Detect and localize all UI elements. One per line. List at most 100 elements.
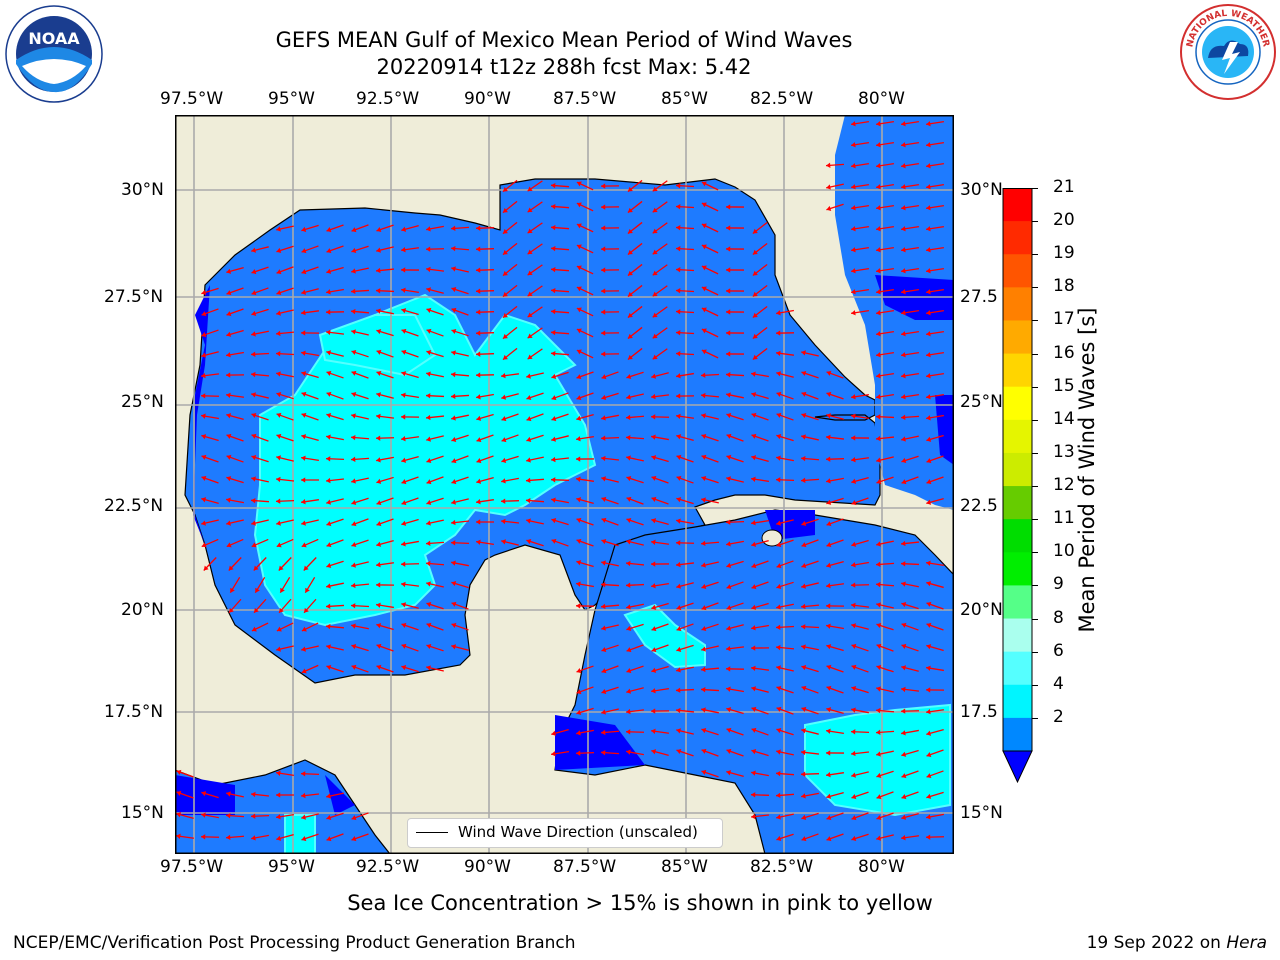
wind-wave-arrowhead (526, 538, 532, 545)
wind-wave-arrowhead (426, 601, 432, 608)
wind-wave-arrowhead (751, 770, 756, 776)
wind-wave-arrowhead (326, 227, 332, 233)
wind-wave-arrowhead (601, 517, 607, 523)
wind-wave-arrowhead (201, 393, 206, 399)
wind-wave-arrowhead (501, 394, 507, 400)
wind-wave-arrowhead (776, 727, 782, 734)
wind-wave-arrowhead (301, 371, 307, 377)
wind-wave-arrowhead (276, 792, 281, 798)
wind-wave-arrowhead (576, 181, 582, 187)
wind-wave-arrowhead (576, 560, 582, 566)
wind-wave-arrowhead (851, 394, 856, 400)
wind-wave-arrowhead (701, 646, 706, 652)
wind-wave-arrowhead (676, 540, 681, 546)
wind-wave-arrowhead (401, 371, 407, 377)
wind-wave-arrowhead (426, 287, 432, 293)
wind-wave-arrowhead (652, 207, 658, 213)
wind-wave-arrowhead (376, 392, 382, 398)
lat-label-left: 22.5°N (104, 496, 164, 516)
wind-wave-arrowhead (901, 268, 906, 274)
wind-wave-arrowhead (526, 394, 532, 401)
colorbar-tick-label: 13 (1053, 441, 1075, 462)
wind-wave-arrowhead (801, 434, 806, 440)
wind-wave-arrowhead (326, 413, 332, 419)
wind-wave-arrowhead (351, 329, 356, 335)
lat-label-right: 20°N (960, 600, 1003, 620)
wind-wave-arrowhead (851, 582, 856, 588)
footer-date-text: 19 Sep 2022 on (1086, 933, 1227, 953)
colorbar-tick-mark (1032, 353, 1038, 355)
wind-wave-arrowhead (776, 391, 782, 397)
wind-wave-arrowhead (526, 457, 531, 463)
wind-wave-arrowhead (726, 541, 731, 547)
wind-wave-arrowhead (926, 458, 932, 464)
colorbar-segment (1003, 618, 1032, 653)
wind-wave-arrowhead (751, 665, 756, 672)
wind-wave-arrowhead (676, 626, 682, 632)
wind-wave-arrowhead (401, 541, 406, 547)
wind-wave-arrowhead (901, 247, 906, 253)
wind-wave-arrowhead (776, 706, 782, 712)
colorbar-tick-label: 16 (1053, 342, 1075, 363)
wind-wave-arrowhead (253, 565, 259, 571)
wind-wave-arrowhead (476, 394, 481, 400)
wind-wave-arrowhead (701, 349, 707, 355)
wind-wave-arrowhead (301, 455, 306, 461)
colorbar-tick-mark (1032, 287, 1038, 289)
wind-wave-arrowhead (851, 729, 856, 735)
colorbar-segment (1003, 287, 1032, 321)
wind-wave-arrowhead (451, 286, 457, 293)
wind-wave-arrowhead (926, 581, 932, 587)
wind-wave-arrowhead (701, 748, 707, 754)
mid-period-patch (253, 293, 597, 627)
wind-wave-arrowhead (901, 708, 906, 714)
wind-wave-arrowhead (626, 582, 631, 588)
wind-wave-arrowhead (676, 454, 682, 460)
wind-wave-arrowhead (901, 121, 906, 127)
pacific-water (175, 759, 391, 854)
lat-label-left: 17.5°N (104, 702, 164, 722)
wind-wave-arrowhead (701, 583, 707, 590)
wind-wave-arrowhead (651, 539, 656, 545)
wind-wave-arrowhead (701, 265, 707, 271)
wind-wave-arrowhead (801, 391, 807, 397)
wind-wave-arrowhead (351, 478, 356, 484)
wind-wave-arrowhead (851, 121, 856, 127)
wind-wave-arrowhead (326, 370, 332, 376)
wind-wave-arrowhead (826, 391, 832, 397)
wind-wave-arrowhead (376, 413, 381, 420)
wind-wave-arrowhead (726, 605, 732, 611)
wind-wave-arrowhead (276, 770, 281, 776)
colorbar-tick-mark (1032, 188, 1038, 189)
wind-wave-arrowhead (351, 836, 357, 842)
wind-wave-arrowhead (426, 414, 431, 421)
wind-wave-arrowhead (627, 312, 633, 318)
wind-wave-arrowhead (301, 391, 307, 397)
wind-wave-arrowhead (751, 455, 757, 461)
wind-wave-arrowhead (851, 772, 856, 778)
wind-wave-arrowhead (901, 457, 907, 463)
wind-wave-arrowhead (826, 370, 832, 376)
wind-wave-arrowhead (751, 412, 757, 418)
wind-wave-arrowhead (626, 668, 632, 674)
wind-wave-arrowhead (401, 247, 406, 253)
wind-wave-arrowhead (326, 644, 331, 650)
wind-wave-arrowhead (376, 457, 381, 463)
lat-label-right: 25°N (960, 392, 1003, 412)
wind-wave-arrowhead (426, 226, 431, 232)
wind-wave-arrowhead (651, 475, 657, 481)
wind-wave-arrowhead (551, 436, 557, 442)
wind-wave-arrowhead (701, 307, 707, 313)
wind-wave-arrowhead (401, 581, 406, 588)
wind-wave-arrowhead (601, 496, 607, 503)
wind-wave-arrowhead (576, 603, 581, 609)
wind-wave-arrowhead (601, 246, 606, 252)
colorbar-tick-label: 2 (1053, 706, 1064, 727)
lon-label-bottom: 90°W (464, 857, 511, 877)
wind-wave-arrowhead (676, 288, 681, 294)
wind-wave-arrowhead (626, 414, 631, 421)
wind-wave-arrowhead (376, 623, 382, 629)
wind-wave-arrowhead (876, 414, 881, 420)
wind-wave-arrowhead (926, 622, 932, 628)
wind-wave-arrowhead (326, 793, 331, 799)
